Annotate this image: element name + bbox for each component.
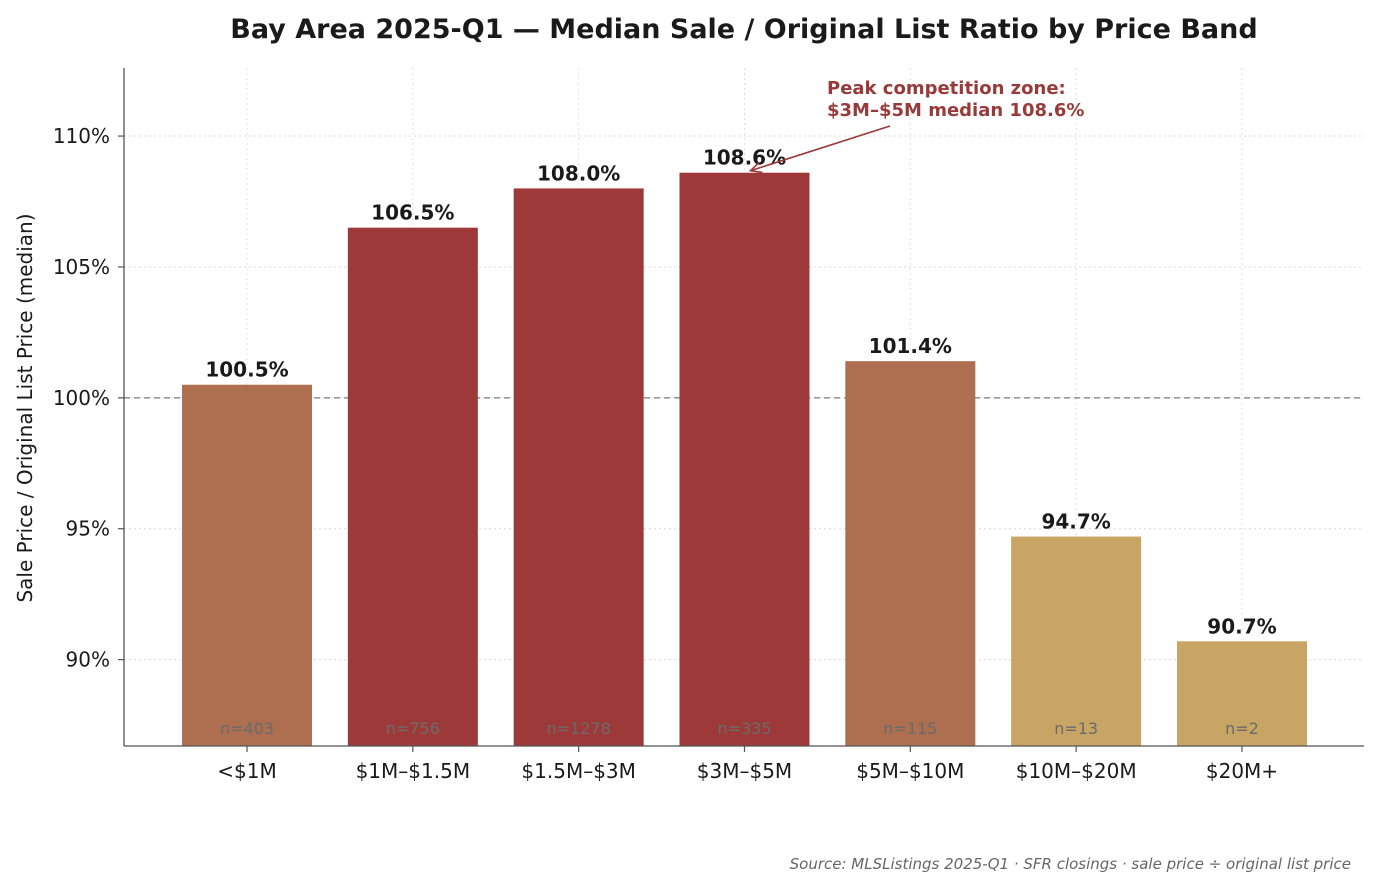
bar — [679, 172, 810, 746]
bar-count-label: n=335 — [717, 719, 771, 738]
x-tick-label: $3M–$5M — [697, 759, 792, 783]
bar-value-label: 90.7% — [1207, 614, 1276, 638]
bar-value-label: 106.5% — [371, 201, 454, 225]
bar-value-label: 94.7% — [1041, 510, 1110, 534]
annotation-arrow — [750, 125, 891, 172]
y-tick-label: 105% — [53, 255, 110, 279]
bar-value-label: 101.4% — [869, 334, 952, 358]
bar-value-label: 108.0% — [537, 161, 620, 185]
bar — [182, 384, 312, 746]
bar-count-label: n=1278 — [547, 719, 611, 738]
y-axis-label: Sale Price / Original List Price (median… — [13, 213, 37, 602]
x-tick-label: $1.5M–$3M — [521, 759, 636, 783]
annotation: Peak competition zone: $3M–$5M median 10… — [748, 78, 1084, 174]
bar — [845, 361, 976, 746]
x-tick-label: $1M–$1.5M — [356, 759, 471, 783]
bars — [182, 172, 1307, 746]
annotation-line-2: $3M–$5M median 108.6% — [827, 100, 1084, 121]
bar-value-label: 108.6% — [703, 146, 786, 170]
bar-count-label: n=13 — [1054, 719, 1098, 738]
bar — [513, 188, 644, 746]
bar-count-label: n=756 — [386, 719, 440, 738]
y-tick-label: 100% — [53, 386, 110, 410]
annotation-arrowhead — [748, 161, 763, 174]
axes: 90% 95% 100% 105% 110% <$1M $1M–$1.5M $1.5M–$3M… — [53, 68, 1364, 783]
y-tick-label: 90% — [66, 648, 110, 672]
y-tick-label: 110% — [53, 124, 110, 148]
x-tick-label: $5M–$10M — [856, 759, 964, 783]
bar — [1011, 536, 1142, 746]
bar — [347, 227, 478, 746]
bar — [1176, 641, 1307, 746]
chart-title: Bay Area 2025-Q1 — Median Sale / Origina… — [230, 14, 1257, 45]
source-note: Source: MLSListings 2025-Q1 · SFR closin… — [790, 855, 1351, 873]
bar-count-label: n=403 — [220, 719, 274, 738]
bar-count-label: n=115 — [883, 719, 937, 738]
bar-count-label: n=2 — [1225, 719, 1259, 738]
x-tick-label: $10M–$20M — [1016, 759, 1137, 783]
value-labels: 100.5% n=403 106.5% n=756 108.0% n=1278 108.6%… — [205, 146, 1276, 738]
bar-value-label: 100.5% — [205, 358, 288, 382]
y-tick-label: 95% — [66, 517, 110, 541]
x-tick-label: <$1M — [217, 759, 276, 783]
annotation-line-1: Peak competition zone: — [827, 78, 1066, 99]
x-tick-label: $20M+ — [1206, 759, 1278, 783]
